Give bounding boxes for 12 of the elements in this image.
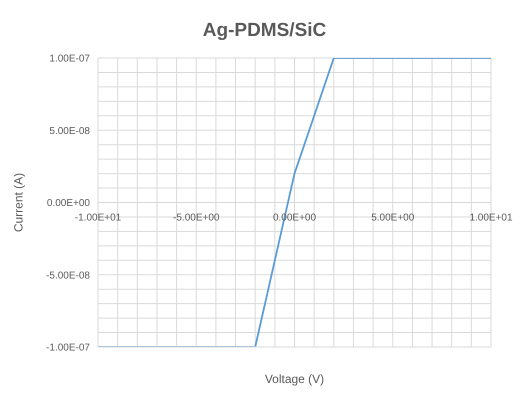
x-tick-label: -1.00E+01 [74, 212, 122, 224]
x-tick-label: 5.00E+00 [371, 212, 415, 224]
x-axis-title: Voltage (V) [264, 372, 324, 386]
y-tick-label: -1.00E-07 [46, 342, 90, 354]
y-axis-title: Current (A) [11, 172, 26, 232]
y-tick-label: 5.00E-08 [49, 126, 90, 137]
chart-title: Ag-PDMS/SiC [202, 20, 328, 42]
x-tick-label: -5.00E+00 [173, 212, 220, 224]
x-tick-label: 1.00E+01 [469, 212, 513, 224]
y-tick-label: 1.00E-07 [49, 54, 90, 65]
y-tick-label: -5.00E-08 [46, 270, 90, 282]
y-tick-label: 0.00E+00 [46, 198, 90, 210]
